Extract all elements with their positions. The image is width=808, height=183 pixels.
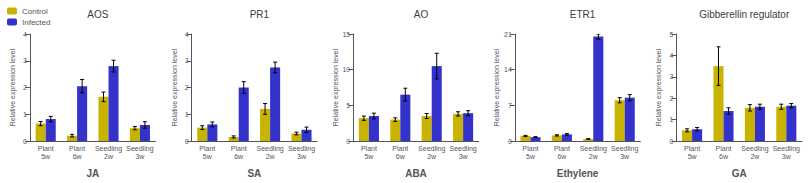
svg-text:6w: 6w: [73, 153, 83, 160]
svg-text:5w: 5w: [364, 153, 374, 160]
svg-text:Seedling: Seedling: [449, 145, 476, 153]
svg-text:Relative expression level: Relative expression level: [332, 48, 340, 126]
svg-text:Relative expression level: Relative expression level: [493, 48, 501, 126]
svg-text:3w: 3w: [782, 153, 792, 160]
svg-text:2w: 2w: [589, 153, 599, 160]
svg-text:6w: 6w: [719, 153, 729, 160]
svg-text:SA: SA: [247, 168, 261, 179]
svg-text:1: 1: [669, 116, 673, 123]
svg-text:Plant: Plant: [199, 145, 215, 152]
svg-text:3w: 3w: [135, 153, 145, 160]
svg-text:0: 0: [185, 138, 189, 145]
svg-text:2: 2: [185, 84, 189, 91]
svg-text:2w: 2w: [750, 153, 760, 160]
svg-text:2: 2: [669, 95, 673, 102]
svg-text:Plant: Plant: [523, 145, 539, 152]
svg-text:Plant: Plant: [554, 145, 570, 152]
svg-text:Gibberellin regulator: Gibberellin regulator: [699, 9, 790, 20]
svg-text:1: 1: [23, 111, 27, 118]
svg-text:Seedling: Seedling: [418, 145, 445, 153]
svg-text:0: 0: [346, 138, 350, 145]
svg-text:14: 14: [504, 66, 512, 73]
svg-text:Control: Control: [22, 7, 48, 16]
svg-text:Plant: Plant: [684, 145, 700, 152]
svg-text:PR1: PR1: [250, 9, 270, 20]
svg-text:Seedling: Seedling: [256, 145, 283, 153]
svg-text:3: 3: [185, 57, 189, 64]
svg-text:5w: 5w: [203, 153, 213, 160]
svg-text:4: 4: [23, 31, 27, 38]
svg-text:Seedling: Seedling: [95, 145, 122, 153]
svg-text:5: 5: [346, 102, 350, 109]
svg-text:Plant: Plant: [38, 145, 54, 152]
svg-text:5w: 5w: [526, 153, 536, 160]
svg-text:5: 5: [669, 31, 673, 38]
svg-text:Seedling: Seedling: [288, 145, 315, 153]
svg-text:Plant: Plant: [69, 145, 85, 152]
svg-text:21: 21: [504, 31, 512, 38]
svg-text:Relative expression level: Relative expression level: [655, 48, 663, 126]
svg-text:3w: 3w: [620, 153, 630, 160]
svg-text:Plant: Plant: [392, 145, 408, 152]
svg-text:Relative expression level: Relative expression level: [171, 48, 179, 126]
svg-text:10: 10: [342, 66, 350, 73]
svg-text:Infected: Infected: [22, 18, 50, 27]
svg-text:15: 15: [342, 31, 350, 38]
svg-text:Seedling: Seedling: [773, 145, 800, 153]
svg-text:5w: 5w: [688, 153, 698, 160]
svg-text:Plant: Plant: [716, 145, 732, 152]
svg-text:3w: 3w: [297, 153, 307, 160]
svg-text:4: 4: [185, 31, 189, 38]
svg-text:3w: 3w: [459, 153, 469, 160]
svg-text:2w: 2w: [427, 153, 437, 160]
svg-text:5w: 5w: [41, 153, 51, 160]
svg-text:ETR1: ETR1: [570, 9, 596, 20]
svg-text:2w: 2w: [266, 153, 276, 160]
svg-text:7: 7: [508, 102, 512, 109]
svg-text:GA: GA: [732, 168, 747, 179]
svg-text:Plant: Plant: [361, 145, 377, 152]
svg-text:6w: 6w: [234, 153, 244, 160]
svg-text:1: 1: [185, 111, 189, 118]
svg-text:4: 4: [669, 52, 673, 59]
svg-text:2w: 2w: [104, 153, 114, 160]
svg-text:Relative expression level: Relative expression level: [9, 48, 17, 126]
svg-text:ABA: ABA: [405, 168, 427, 179]
svg-text:6w: 6w: [557, 153, 567, 160]
svg-text:Seedling: Seedling: [126, 145, 153, 153]
svg-text:AO: AO: [414, 9, 429, 20]
svg-text:Seedling: Seedling: [741, 145, 768, 153]
svg-text:2: 2: [23, 84, 27, 91]
svg-text:AOS: AOS: [87, 9, 108, 20]
svg-text:0: 0: [508, 138, 512, 145]
svg-text:JA: JA: [86, 168, 99, 179]
svg-text:3: 3: [23, 57, 27, 64]
svg-text:0: 0: [23, 138, 27, 145]
svg-text:Plant: Plant: [231, 145, 247, 152]
svg-text:Seedling: Seedling: [611, 145, 638, 153]
svg-text:3: 3: [669, 73, 673, 80]
svg-text:Ethylene: Ethylene: [557, 168, 599, 179]
svg-text:Seedling: Seedling: [580, 145, 607, 153]
svg-text:6w: 6w: [396, 153, 406, 160]
svg-text:0: 0: [669, 138, 673, 145]
